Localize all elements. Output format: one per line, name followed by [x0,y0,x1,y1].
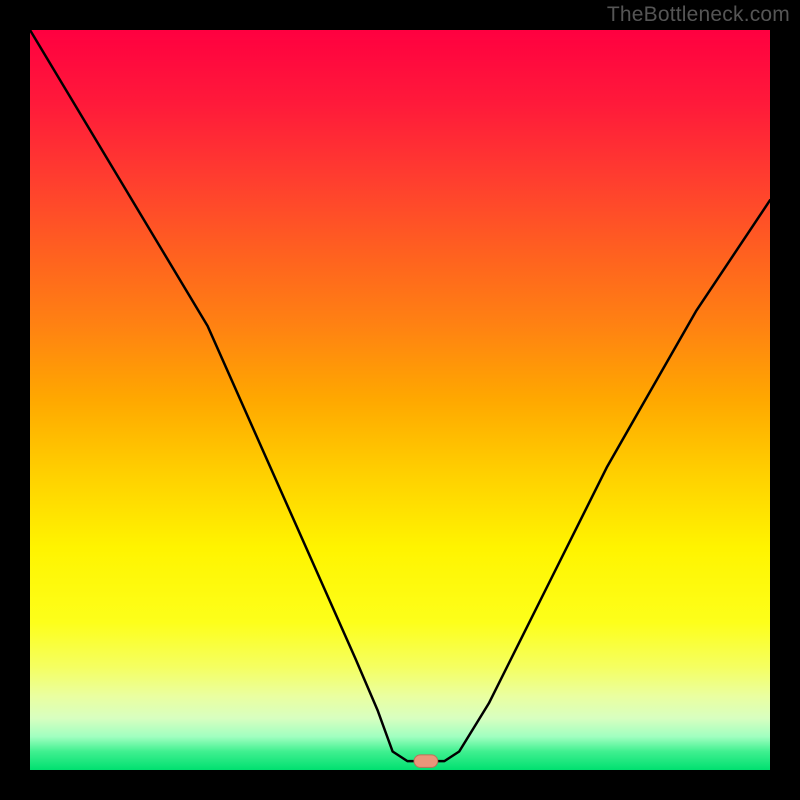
optimal-marker [414,755,438,768]
attribution-label: TheBottleneck.com [607,3,790,27]
chart-container: TheBottleneck.com [0,0,800,800]
chart-plot-area [30,30,770,770]
bottleneck-chart-svg [0,0,800,800]
